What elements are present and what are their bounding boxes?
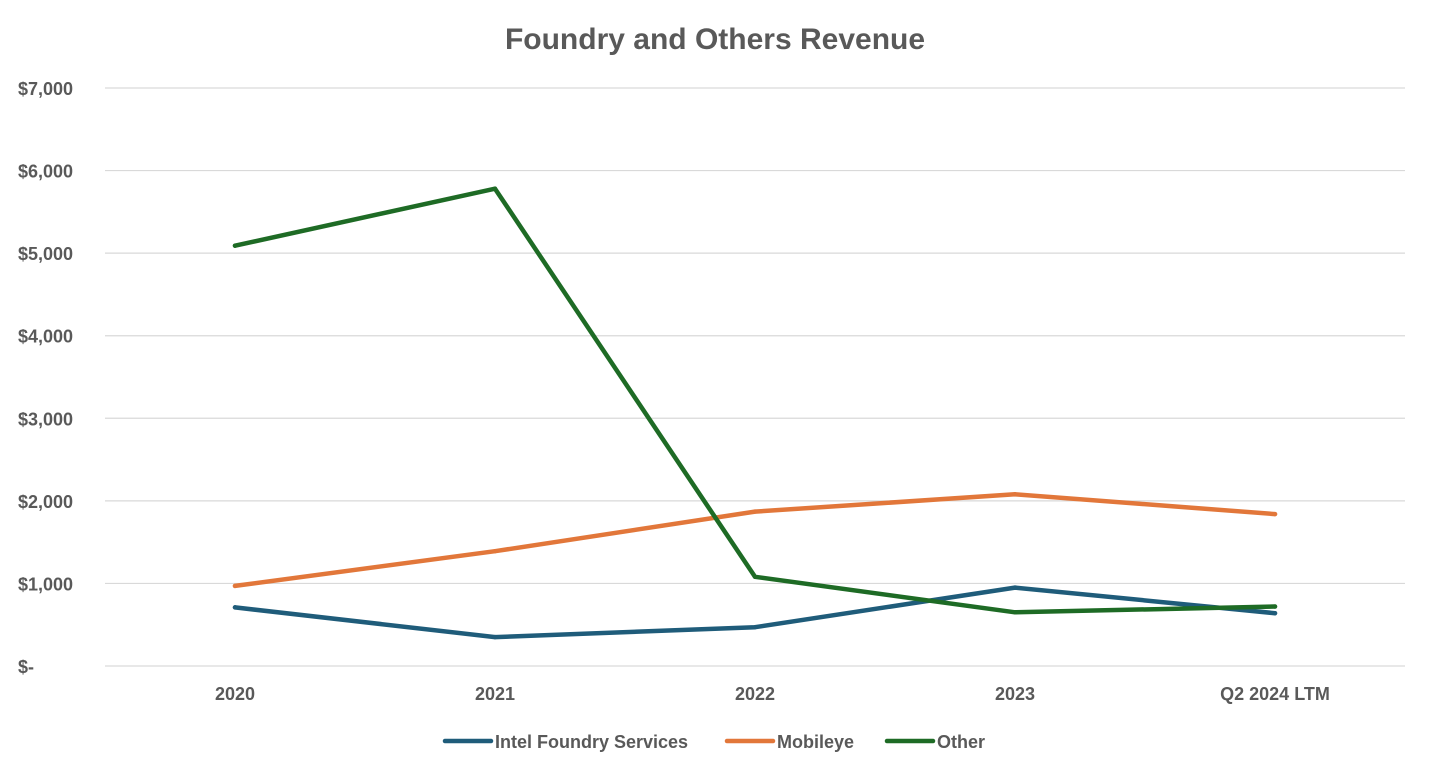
- y-tick-label: $4,000: [18, 327, 73, 347]
- x-axis-ticks: 2020 2021 2022 2023 Q2 2024 LTM: [215, 684, 1330, 704]
- y-tick-label: $2,000: [18, 492, 73, 512]
- y-tick-label: $-: [18, 657, 34, 677]
- legend-label-other: Other: [937, 732, 985, 752]
- x-tick-label: 2022: [735, 684, 775, 704]
- gridlines: [105, 87, 1405, 667]
- x-tick-label: 2023: [995, 684, 1035, 704]
- x-tick-label: Q2 2024 LTM: [1220, 684, 1330, 704]
- data-point-mobileye: [1272, 511, 1278, 517]
- x-tick-label: 2020: [215, 684, 255, 704]
- series-lines: [232, 186, 1278, 640]
- data-point-other: [752, 574, 758, 580]
- data-point-other: [492, 186, 498, 191]
- data-point-mobileye: [1012, 492, 1018, 497]
- data-point-intel-foundry-services: [232, 605, 238, 610]
- series-line-other: [232, 186, 1278, 615]
- x-tick-label: 2021: [475, 684, 515, 704]
- series-line-intel-foundry-services: [232, 585, 1278, 640]
- data-point-intel-foundry-services: [752, 624, 758, 630]
- y-tick-label: $6,000: [18, 162, 73, 182]
- chart-title: Foundry and Others Revenue: [505, 23, 925, 56]
- data-point-mobileye: [232, 583, 238, 589]
- data-point-mobileye: [492, 549, 498, 554]
- data-point-other: [232, 243, 238, 248]
- y-axis-ticks: $- $1,000 $2,000 $3,000 $4,000 $5,000 $6,000 $7…: [18, 79, 73, 677]
- data-point-intel-foundry-services: [492, 634, 498, 640]
- legend: Intel Foundry Services Mobileye Other: [442, 732, 985, 752]
- data-point-intel-foundry-services: [1272, 610, 1278, 616]
- series-line-mobileye: [232, 492, 1278, 589]
- legend-label-mobileye: Mobileye: [777, 732, 854, 752]
- data-point-other: [1272, 604, 1278, 609]
- y-tick-label: $5,000: [18, 244, 73, 264]
- data-point-other: [1012, 610, 1018, 615]
- y-tick-label: $3,000: [18, 409, 73, 429]
- y-tick-label: $1,000: [18, 574, 73, 594]
- data-point-intel-foundry-services: [1012, 585, 1018, 590]
- data-point-mobileye: [752, 509, 758, 514]
- y-tick-label: $7,000: [18, 79, 73, 99]
- legend-label-intel-foundry-services: Intel Foundry Services: [495, 732, 688, 752]
